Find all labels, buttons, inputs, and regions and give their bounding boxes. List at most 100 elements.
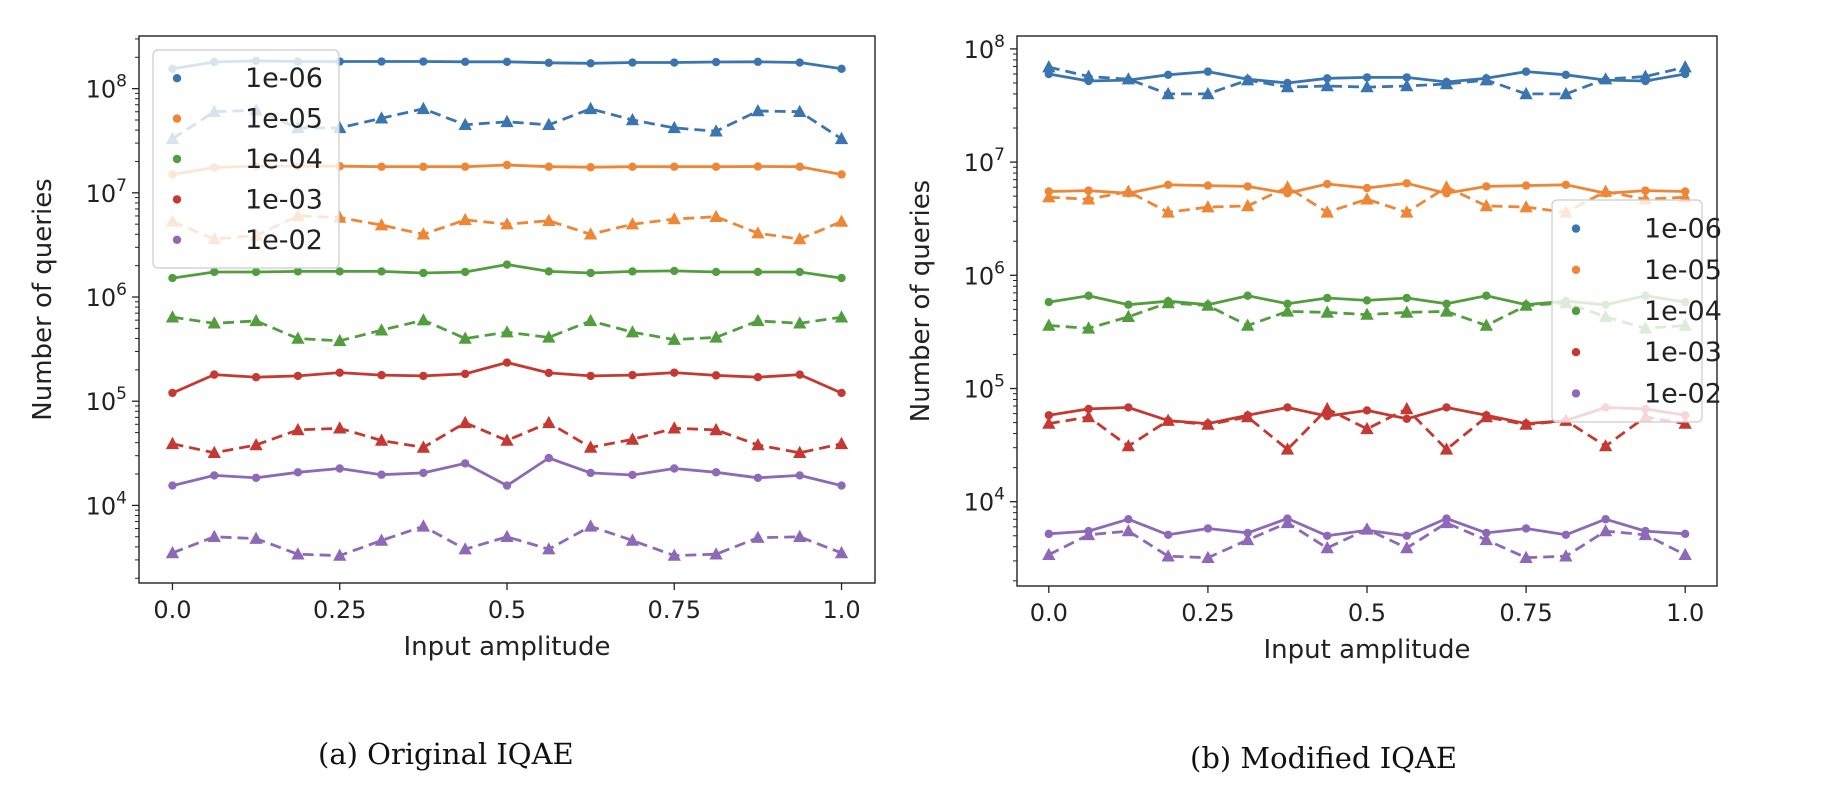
- point-1e-06-solid: [837, 64, 846, 74]
- point-1e-05-solid: [1402, 179, 1411, 188]
- point-1e-03-dashed: [1241, 410, 1255, 423]
- point-1e-03-dashed: [165, 436, 180, 450]
- point-1e-04-solid: [753, 267, 763, 277]
- point-1e-02-dashed: [542, 542, 556, 555]
- legend-label-1e-04: 1e-04: [1644, 296, 1722, 327]
- point-1e-03-dashed: [584, 440, 598, 453]
- point-1e-02-dashed: [1042, 547, 1056, 560]
- point-1e-05-dashed: [1599, 184, 1613, 197]
- x-tick-label: 0.75: [648, 596, 701, 624]
- y-tick-label: 108: [964, 32, 1005, 64]
- legend-box: [152, 49, 340, 269]
- point-1e-04-solid: [293, 267, 303, 276]
- point-1e-03-dashed: [1599, 439, 1613, 452]
- point-1e-04-dashed: [165, 310, 180, 323]
- point-1e-02-dashed: [249, 531, 263, 544]
- point-1e-06-solid: [544, 58, 554, 67]
- point-1e-06-dashed: [1599, 72, 1613, 85]
- point-1e-06-dashed: [667, 120, 681, 134]
- point-1e-06-solid: [419, 57, 428, 66]
- point-1e-02-solid: [210, 471, 219, 480]
- point-1e-03-dashed: [1320, 401, 1334, 415]
- legend-label-1e-06: 1e-06: [1644, 214, 1722, 245]
- point-1e-06-solid: [377, 57, 386, 66]
- point-1e-02-dashed: [625, 533, 640, 546]
- point-1e-06-dashed: [1519, 86, 1533, 100]
- point-1e-06-solid: [1402, 73, 1411, 82]
- point-1e-03-dashed: [793, 445, 807, 458]
- point-1e-04-dashed: [1121, 309, 1135, 322]
- point-1e-04-solid: [1084, 291, 1093, 300]
- point-1e-06-solid: [1362, 73, 1372, 82]
- point-1e-02-solid: [335, 464, 344, 473]
- point-1e-06-solid: [628, 58, 637, 67]
- x-axis-label: Input amplitude: [404, 632, 611, 662]
- point-1e-04-solid: [1124, 300, 1133, 309]
- point-1e-06-solid: [460, 57, 470, 66]
- y-axis-label: Number of queries: [28, 178, 58, 420]
- point-1e-02-solid: [1044, 529, 1054, 539]
- point-1e-04-solid: [377, 267, 386, 276]
- legend-label-1e-05: 1e-05: [245, 104, 323, 135]
- point-1e-02-solid: [1203, 524, 1213, 533]
- caption-b: (b) Modified IQAE: [1190, 741, 1458, 775]
- point-1e-02-solid: [377, 470, 386, 479]
- point-1e-06-dashed: [1320, 79, 1334, 92]
- point-1e-02-solid: [795, 471, 804, 480]
- point-1e-03-solid: [168, 388, 177, 398]
- point-1e-02-dashed: [291, 547, 305, 560]
- point-1e-03-dashed: [1678, 416, 1692, 429]
- point-1e-03-solid: [210, 370, 219, 379]
- point-1e-03-solid: [502, 358, 512, 367]
- y-tick-label: 104: [964, 485, 1005, 517]
- point-1e-06-dashed: [374, 111, 389, 124]
- y-tick-label: 105: [86, 384, 127, 416]
- point-1e-04-dashed: [249, 313, 263, 327]
- point-1e-04-dashed: [542, 330, 556, 343]
- point-1e-02-dashed: [1439, 515, 1454, 529]
- point-1e-04-dashed: [500, 325, 514, 338]
- point-1e-04-dashed: [709, 330, 723, 343]
- legend-marker-1e-02: [172, 235, 182, 244]
- point-1e-03-dashed: [207, 445, 221, 458]
- point-1e-05-solid: [544, 162, 554, 171]
- point-1e-05-solid: [1203, 181, 1213, 190]
- series-1e-03-solid-line: [171, 361, 843, 395]
- point-1e-06-solid: [670, 58, 679, 67]
- point-1e-06-solid: [502, 57, 512, 66]
- point-1e-02-solid: [419, 468, 428, 478]
- point-1e-02-dashed: [793, 529, 807, 542]
- point-1e-04-dashed: [1439, 304, 1454, 317]
- point-1e-05-solid: [1482, 182, 1491, 191]
- point-1e-02-dashed: [458, 542, 472, 555]
- point-1e-02-dashed: [333, 548, 347, 561]
- point-1e-03-dashed: [500, 433, 514, 446]
- point-1e-02-dashed: [1081, 527, 1096, 541]
- point-1e-04-dashed: [667, 332, 681, 345]
- point-1e-05-solid: [419, 162, 428, 171]
- point-1e-05-dashed: [751, 226, 765, 239]
- point-1e-03-solid: [795, 370, 804, 379]
- point-1e-04-dashed: [1042, 318, 1056, 331]
- point-1e-06-dashed: [709, 124, 723, 137]
- point-1e-06-solid: [1203, 67, 1213, 76]
- point-1e-04-dashed: [416, 313, 430, 326]
- legend-marker-1e-04: [172, 154, 182, 164]
- point-1e-03-dashed: [667, 421, 681, 434]
- point-1e-04-dashed: [1161, 295, 1175, 309]
- point-1e-03-solid: [670, 368, 679, 377]
- legend-marker-1e-05: [172, 114, 182, 123]
- point-1e-03-dashed: [249, 438, 263, 451]
- point-1e-04-solid: [1283, 299, 1292, 309]
- caption-a: (a) Original IQAE: [318, 737, 574, 771]
- point-1e-02-solid: [1163, 530, 1173, 540]
- point-1e-05-solid: [795, 162, 804, 171]
- legend-label-1e-03: 1e-03: [245, 184, 323, 215]
- point-1e-05-dashed: [1161, 205, 1175, 218]
- point-1e-02-solid: [1243, 528, 1252, 538]
- point-1e-06-dashed: [793, 104, 807, 117]
- point-1e-06-dashed: [1280, 80, 1295, 93]
- point-1e-04-dashed: [1241, 318, 1255, 331]
- point-1e-05-dashed: [709, 209, 723, 222]
- point-1e-05-solid: [670, 162, 679, 171]
